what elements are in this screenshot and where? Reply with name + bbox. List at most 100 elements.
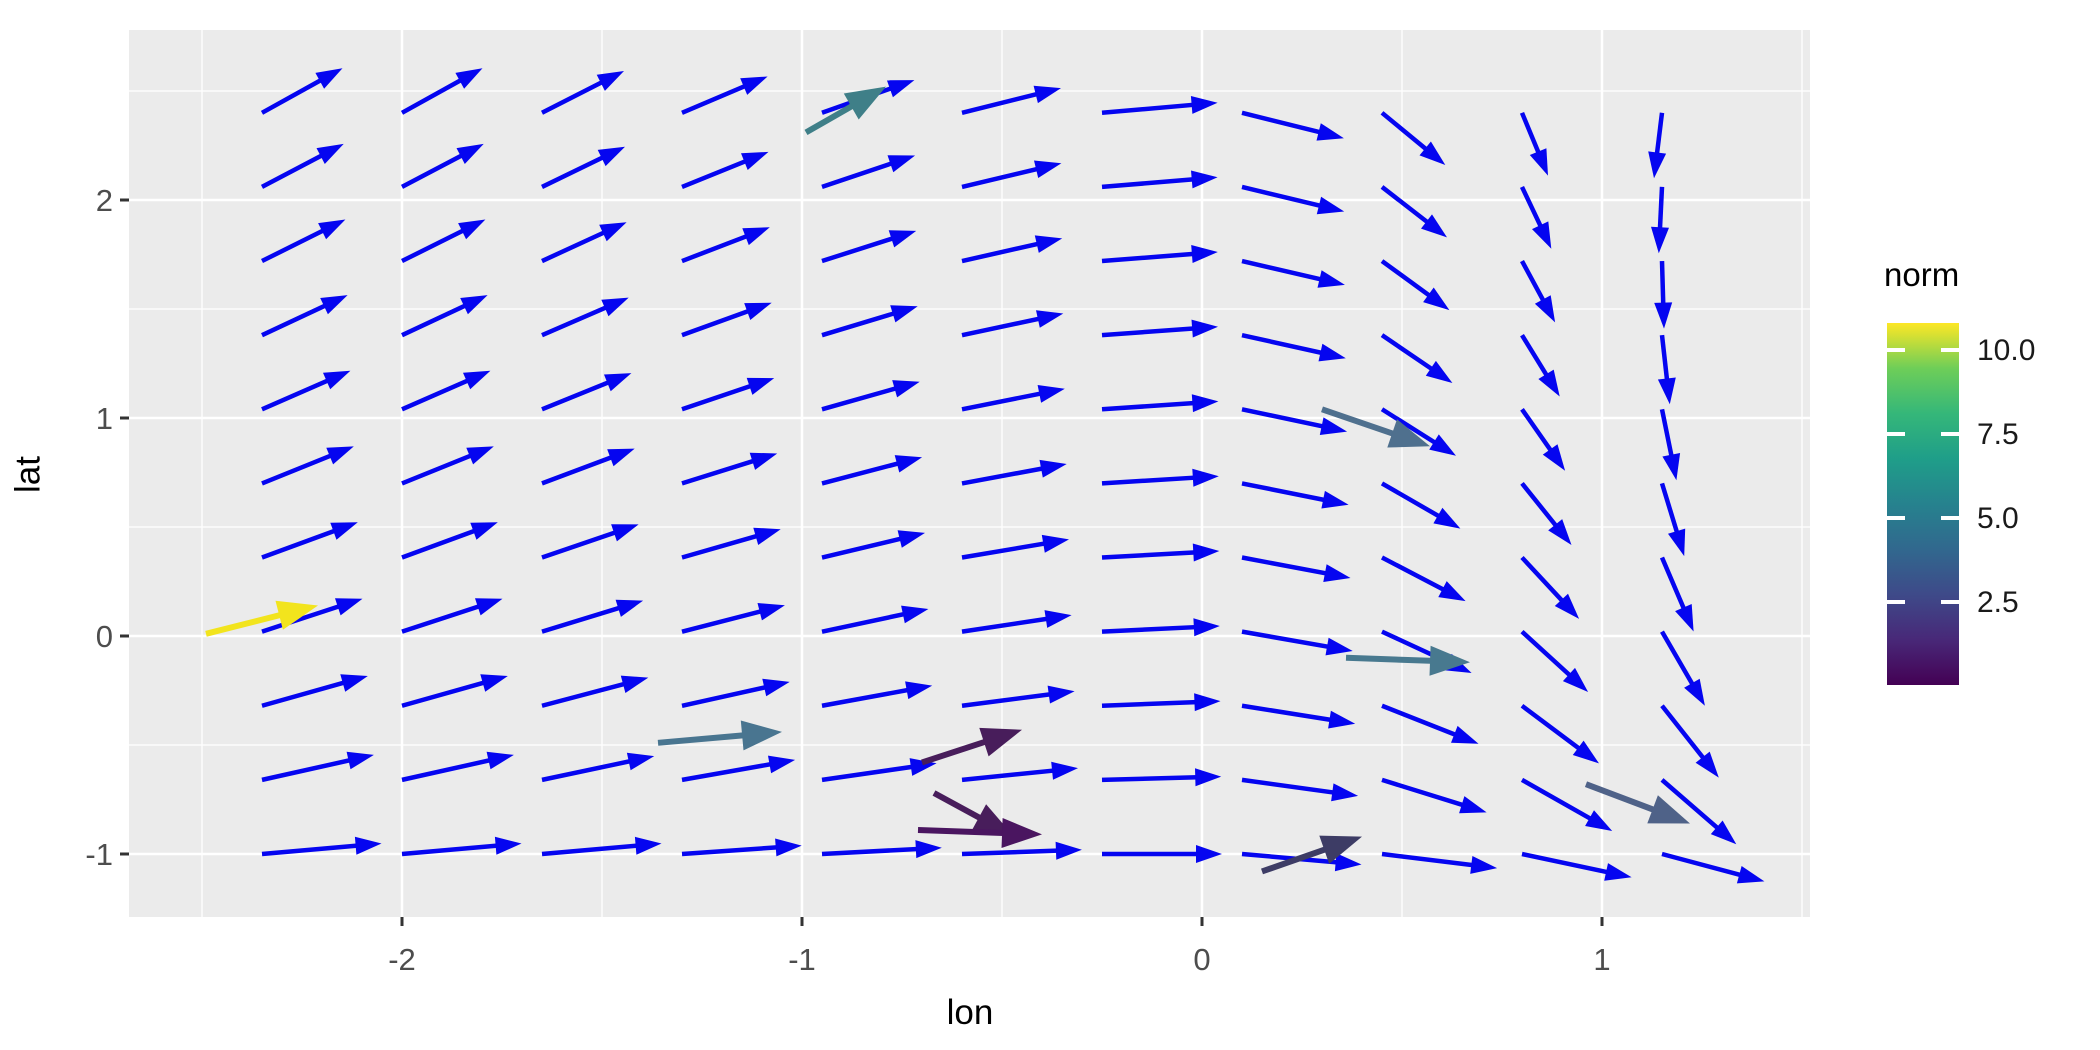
field-arrow-head bbox=[1438, 581, 1466, 602]
field-arrow-shaft bbox=[1241, 481, 1336, 505]
field-arrow-head bbox=[456, 143, 484, 164]
field-arrow-shaft bbox=[400, 73, 472, 115]
field-arrow-head bbox=[741, 151, 769, 170]
field-arrow-shaft bbox=[821, 308, 905, 338]
field-arrow-shaft bbox=[1101, 325, 1204, 338]
field-arrow-shaft bbox=[1101, 774, 1207, 783]
field-arrow-shaft bbox=[1520, 703, 1589, 757]
field-arrow-shaft bbox=[401, 677, 495, 708]
field-arrow-head bbox=[1572, 740, 1599, 764]
legend-title: norm bbox=[1884, 256, 1960, 293]
field-arrow-shaft bbox=[821, 763, 923, 783]
field-arrow-head bbox=[886, 80, 915, 98]
field-arrow-head bbox=[1051, 761, 1078, 780]
field-arrow-head bbox=[1316, 196, 1345, 215]
field-arrow-head bbox=[1425, 360, 1453, 383]
field-arrow-head bbox=[1036, 310, 1064, 328]
field-arrow-head bbox=[744, 302, 772, 320]
field-arrow-shaft bbox=[1241, 332, 1333, 358]
field-arrow-head bbox=[1041, 534, 1069, 553]
legend-tick-mark bbox=[1887, 516, 1905, 521]
field-arrow-head bbox=[626, 752, 655, 771]
x-tick-label: -2 bbox=[388, 942, 416, 977]
field-arrow-head bbox=[1542, 444, 1566, 471]
field-arrow-shaft bbox=[541, 756, 641, 783]
field-arrow-shaft bbox=[961, 539, 1056, 560]
field-arrow-shaft bbox=[401, 299, 476, 338]
field-arrow-head bbox=[1192, 468, 1219, 487]
field-arrow-shaft bbox=[681, 844, 788, 857]
field-arrow-head bbox=[326, 446, 354, 465]
field-arrow-head bbox=[323, 370, 351, 390]
norm-arrow-head bbox=[1001, 818, 1042, 848]
norm-arrow-head bbox=[1319, 835, 1362, 864]
field-arrow-shaft bbox=[260, 148, 333, 189]
field-arrow-shaft bbox=[681, 230, 758, 264]
field-arrow-head bbox=[1325, 637, 1353, 656]
field-arrow-shaft bbox=[1101, 101, 1204, 116]
x-tick-label: 1 bbox=[1593, 942, 1611, 977]
field-arrow-shaft bbox=[961, 389, 1052, 412]
field-arrow-head bbox=[1034, 160, 1062, 178]
field-arrow-head bbox=[1534, 295, 1556, 323]
field-arrow-head bbox=[1554, 593, 1580, 619]
field-arrow-shaft bbox=[681, 530, 768, 560]
field-arrow-head bbox=[1191, 319, 1218, 338]
field-arrow-shaft bbox=[1241, 629, 1339, 651]
field-arrow-shaft bbox=[1381, 703, 1467, 741]
field-arrow-shaft bbox=[821, 685, 919, 708]
field-arrow-head bbox=[1319, 417, 1348, 435]
field-arrow-shaft bbox=[1380, 555, 1454, 597]
field-arrow-shaft bbox=[681, 155, 757, 190]
field-arrow-shaft bbox=[261, 755, 361, 783]
field-arrow-shaft bbox=[1241, 258, 1332, 284]
field-arrow-shaft bbox=[261, 374, 339, 412]
field-arrow-head bbox=[597, 146, 625, 167]
field-arrow-shaft bbox=[681, 305, 760, 338]
field-arrow-head bbox=[1033, 85, 1061, 104]
field-arrow-head bbox=[320, 295, 348, 315]
field-arrow-shaft bbox=[821, 534, 912, 560]
field-arrow-head bbox=[1736, 866, 1765, 884]
field-arrow-shaft bbox=[541, 526, 626, 560]
field-arrow-head bbox=[892, 380, 920, 398]
field-arrow-shaft bbox=[961, 690, 1061, 708]
field-arrow-shaft bbox=[1521, 851, 1619, 877]
field-arrow-head bbox=[890, 305, 918, 323]
field-arrow-head bbox=[1648, 151, 1667, 179]
field-arrow-head bbox=[1039, 459, 1067, 478]
field-arrow-head bbox=[330, 522, 358, 540]
field-arrow-head bbox=[1538, 369, 1560, 397]
field-arrow-head bbox=[315, 68, 343, 89]
field-arrow-head bbox=[1657, 377, 1676, 405]
field-arrow-head bbox=[901, 605, 929, 624]
field-arrow-head bbox=[1662, 453, 1681, 481]
field-arrow-head bbox=[762, 678, 790, 697]
field-arrow-head bbox=[740, 76, 768, 95]
field-arrow-shaft bbox=[961, 615, 1058, 634]
field-arrow-shaft bbox=[961, 848, 1068, 857]
field-arrow-head bbox=[1459, 796, 1487, 814]
field-arrow-head bbox=[887, 155, 916, 173]
field-arrow-head bbox=[601, 297, 629, 317]
field-arrow-head bbox=[1710, 820, 1737, 845]
field-arrow-head bbox=[753, 527, 781, 545]
field-arrow-shaft bbox=[961, 767, 1064, 783]
field-arrow-head bbox=[1654, 302, 1673, 329]
legend-tick-label: 10.0 bbox=[1977, 333, 2036, 367]
field-arrow-head bbox=[463, 370, 491, 390]
field-arrow-head bbox=[1191, 394, 1219, 413]
field-arrow-head bbox=[316, 143, 344, 164]
field-arrow-head bbox=[634, 836, 662, 855]
legend-tick-mark bbox=[1887, 600, 1905, 605]
field-arrow-head bbox=[1470, 856, 1498, 874]
field-arrow-shaft bbox=[681, 380, 762, 412]
field-arrow-shaft bbox=[540, 75, 613, 115]
field-arrow-shaft bbox=[1380, 481, 1450, 524]
field-arrow-head bbox=[915, 840, 942, 859]
field-arrow-head bbox=[1318, 343, 1346, 362]
norm-arrow-head bbox=[740, 720, 782, 751]
field-arrow-head bbox=[458, 219, 486, 240]
field-arrow-shaft bbox=[681, 455, 765, 486]
